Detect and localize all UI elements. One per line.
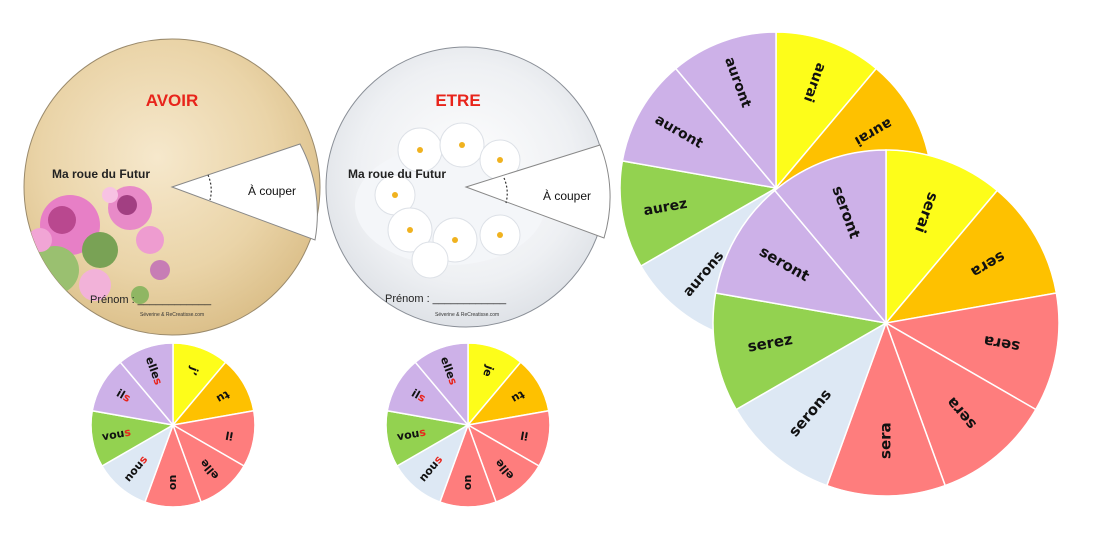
avoir-credit: Séverine & ReCreatisse.com bbox=[140, 312, 204, 318]
wheel-outline bbox=[712, 149, 1060, 497]
cut-wedge bbox=[464, 144, 611, 239]
avoir-title: AVOIR bbox=[146, 91, 199, 110]
wheel-segment-label: j’ bbox=[186, 364, 201, 377]
orchid-flowers-illustration bbox=[355, 122, 545, 279]
wheel-segment-label: je bbox=[480, 363, 496, 379]
etre-name-field: Prénom : ____________ bbox=[385, 293, 507, 305]
etre-cut-label: À couper bbox=[543, 188, 591, 203]
etre-cover-disc: ETRE Ma roue du Futur À couper Prénom : … bbox=[325, 46, 611, 328]
wheel-segment-label: aurez bbox=[642, 196, 688, 219]
wheel-segment-label: il bbox=[520, 428, 530, 442]
peony-flowers-illustration bbox=[28, 186, 170, 304]
etre-credit: Séverine & ReCreatisse.com bbox=[435, 312, 499, 318]
wheel-outline bbox=[385, 342, 551, 508]
etre-title: ETRE bbox=[435, 91, 480, 110]
wheel-segment-label: on bbox=[461, 475, 474, 490]
wheel-segment-label: vous bbox=[396, 425, 427, 443]
wheel-outline bbox=[90, 342, 256, 508]
wheel-segment-label: on bbox=[166, 475, 179, 490]
wheel-segment-label: il bbox=[225, 428, 235, 442]
wheel-segment-label: vous bbox=[101, 425, 132, 443]
wheel-segment-label: tu bbox=[214, 388, 232, 406]
wheel-segment-label: sera bbox=[877, 422, 895, 459]
etre-subtitle: Ma roue du Futur bbox=[348, 167, 446, 181]
cut-guide-arc bbox=[207, 174, 212, 201]
avoir-subtitle: Ma roue du Futur bbox=[52, 167, 150, 181]
cut-wedge bbox=[170, 143, 318, 241]
etre-conjugation-wheel: seraiseraseraseraseraseronsserezserontse… bbox=[712, 149, 1060, 497]
avoir-cover-disc: AVOIR Ma roue du Futur À couper Prénom :… bbox=[23, 38, 321, 336]
cut-guide-arc bbox=[503, 177, 508, 204]
avoir-name-field: Prénom : ____________ bbox=[90, 294, 212, 306]
wheel-segment-label: tu bbox=[509, 388, 527, 406]
avoir-cut-label: À couper bbox=[248, 183, 296, 198]
